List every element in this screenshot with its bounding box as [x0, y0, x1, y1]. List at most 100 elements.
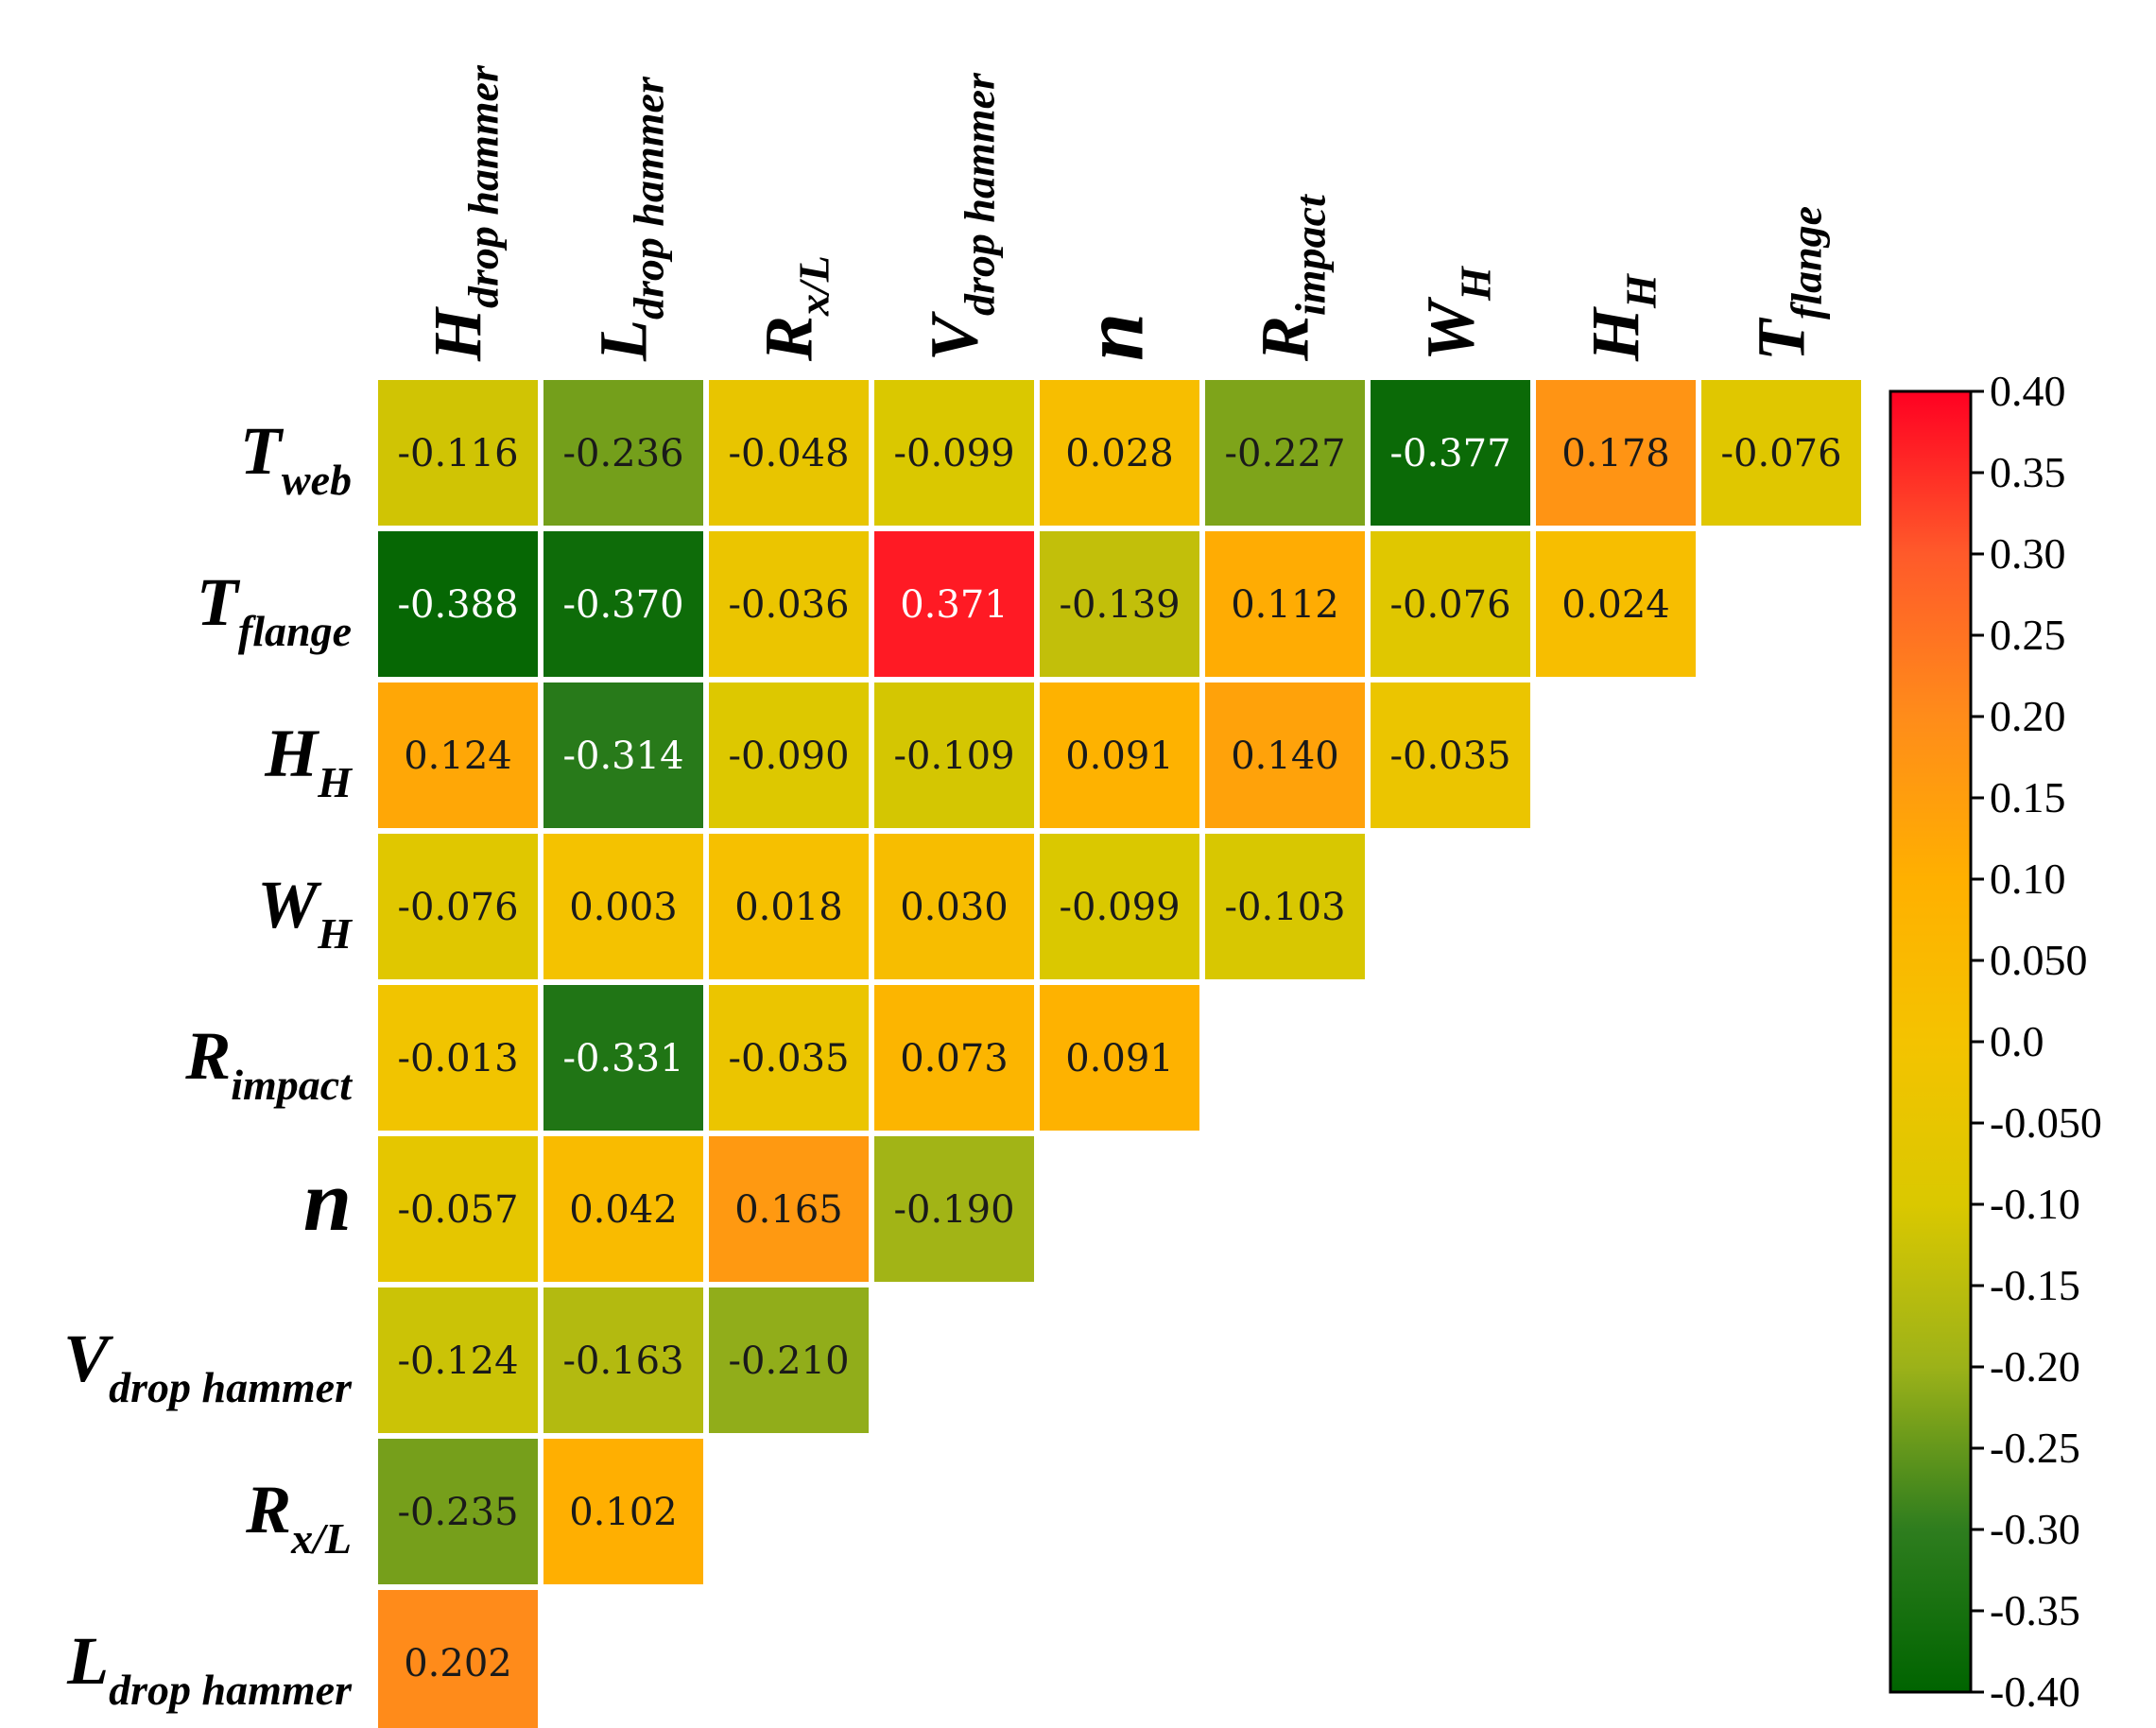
heatmap-cell — [874, 834, 1034, 979]
cell-value-label: -0.235 — [397, 1491, 518, 1534]
cell-value-label: -0.057 — [397, 1188, 518, 1232]
cell-value-label: 0.028 — [1065, 432, 1174, 475]
heatmap-cell — [874, 985, 1034, 1131]
colorbar-tick-label: 0.35 — [1990, 448, 2066, 496]
row-label: n — [303, 1152, 352, 1249]
column-label: HH — [1578, 273, 1665, 362]
heatmap-cell — [543, 380, 703, 526]
colorbar: 0.40 0.35 0.30 0.25 0.20 0.15 0.10 0.050 0.0 -0.0… — [1889, 367, 2102, 1716]
heatmap-cell — [1040, 683, 1199, 828]
colorbar-tick-label: -0.35 — [1990, 1586, 2080, 1634]
cell-value-label: -0.370 — [562, 583, 683, 627]
heatmap-cell — [378, 834, 538, 979]
cell-value-label: 0.024 — [1561, 583, 1670, 627]
cell-value-label: 0.165 — [734, 1188, 843, 1232]
column-label: Ldrop hammer — [586, 76, 673, 362]
cell-value-label: 0.018 — [734, 886, 843, 929]
cell-value-label: -0.048 — [728, 432, 849, 475]
row-label: Tflange — [197, 564, 352, 655]
heatmap-cell — [709, 380, 869, 526]
colorbar-tick-label: -0.10 — [1990, 1180, 2080, 1228]
column-label: WH — [1413, 266, 1500, 361]
heatmap-cell — [378, 380, 538, 526]
colorbar-tick-label: -0.30 — [1990, 1505, 2080, 1553]
column-label: Rimpact — [1248, 194, 1335, 362]
heatmap-cell — [1205, 531, 1365, 677]
heatmap-cell — [1701, 380, 1861, 526]
colorbar-tick-label: -0.050 — [1990, 1098, 2102, 1147]
cell-value-label: 0.371 — [900, 583, 1009, 627]
heatmap-cell — [543, 1287, 703, 1433]
row-label: Vdrop hammer — [63, 1321, 353, 1411]
colorbar-tick-label: 0.20 — [1990, 692, 2066, 740]
column-labels: Hdrop hammer Ldrop hammer Rx/L Vdrop hammer… — [421, 64, 1831, 362]
cell-value-label: 0.030 — [900, 886, 1009, 929]
column-label: Vdrop hammer — [917, 72, 1004, 361]
cell-value-label: -0.190 — [893, 1188, 1014, 1232]
heatmap-cells: -0.116 -0.236 -0.048 -0.099 0.028 -0.227 -0.37… — [378, 380, 1861, 1728]
cell-value-label: -0.163 — [562, 1339, 683, 1383]
heatmap-cell — [1371, 683, 1530, 828]
heatmap-cell — [709, 531, 869, 677]
row-label: Rx/L — [245, 1472, 352, 1563]
row-label: Tweb — [240, 413, 352, 504]
cell-value-label: -0.227 — [1224, 432, 1345, 475]
heatmap-cell — [874, 1136, 1034, 1282]
cell-value-label: -0.103 — [1224, 886, 1345, 929]
cell-value-label: -0.099 — [1059, 886, 1180, 929]
heatmap-cell — [1205, 834, 1365, 979]
cell-value-label: -0.210 — [728, 1339, 849, 1383]
heatmap-cell — [543, 1136, 703, 1282]
colorbar-gradient — [1889, 389, 1973, 1694]
cell-value-label: -0.013 — [397, 1037, 518, 1080]
colorbar-tick-label: 0.15 — [1990, 773, 2066, 821]
cell-value-label: -0.035 — [728, 1037, 849, 1080]
heatmap-cell — [1040, 531, 1199, 677]
cell-value-label: 0.003 — [569, 886, 678, 929]
heatmap-cell — [1371, 531, 1530, 677]
row-label: Ldrop hammer — [66, 1623, 353, 1714]
row-label: WH — [257, 867, 353, 958]
cell-value-label: -0.314 — [562, 734, 683, 778]
colorbar-tick-label: -0.20 — [1990, 1342, 2080, 1391]
heatmap-cell — [1536, 531, 1696, 677]
colorbar-tick-label: 0.050 — [1990, 936, 2088, 984]
cell-value-label: -0.076 — [1720, 432, 1841, 475]
heatmap-cell — [543, 683, 703, 828]
cell-value-label: -0.236 — [562, 432, 683, 475]
heatmap-cell — [1371, 380, 1530, 526]
cell-value-label: 0.112 — [1231, 583, 1339, 627]
heatmap-cell — [378, 531, 538, 677]
colorbar-tick-label: -0.15 — [1990, 1261, 2080, 1309]
heatmap-cell — [874, 683, 1034, 828]
heatmap-cell — [378, 1287, 538, 1433]
cell-value-label: -0.076 — [397, 886, 518, 929]
column-label: Rx/L — [751, 255, 838, 362]
colorbar-tick-label: -0.25 — [1990, 1424, 2080, 1472]
cell-value-label: -0.124 — [397, 1339, 518, 1383]
heatmap-cell — [709, 985, 869, 1131]
colorbar-tick-label: 0.10 — [1990, 855, 2066, 903]
heatmap-cell — [378, 683, 538, 828]
heatmap-cell — [709, 834, 869, 979]
row-label: Rimpact — [184, 1018, 353, 1109]
cell-value-label: -0.090 — [728, 734, 849, 778]
heatmap-cell — [1040, 380, 1199, 526]
cell-value-label: -0.331 — [562, 1037, 683, 1080]
cell-value-label: -0.139 — [1059, 583, 1180, 627]
colorbar-tick-label: 0.0 — [1990, 1017, 2044, 1065]
column-label: n — [1065, 313, 1162, 361]
cell-value-label: 0.073 — [900, 1037, 1009, 1080]
column-label: Hdrop hammer — [421, 64, 508, 362]
colorbar-tick-label: -0.40 — [1990, 1668, 2080, 1716]
row-labels: Tweb Tflange HH WH Rimpact n Vdrop hammer Rx/L L… — [63, 413, 353, 1714]
heatmap-cell — [378, 1590, 538, 1728]
heatmap-cell — [709, 1136, 869, 1282]
heatmap-cell — [709, 683, 869, 828]
heatmap-cell — [1205, 683, 1365, 828]
heatmap-cell — [1040, 834, 1199, 979]
cell-value-label: -0.036 — [728, 583, 849, 627]
cell-value-label: 0.202 — [404, 1642, 512, 1685]
cell-value-label: -0.035 — [1389, 734, 1510, 778]
